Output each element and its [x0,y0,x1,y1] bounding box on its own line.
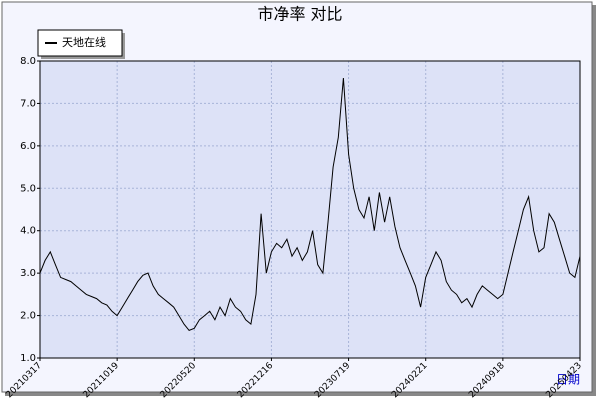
y-tick-label: 3.0 [20,268,36,279]
y-tick-label: 1.0 [20,353,36,364]
y-tick-label: 5.0 [20,183,36,194]
y-tick-label: 4.0 [20,226,36,237]
y-tick-label: 8.0 [20,56,36,67]
y-tick-label: 2.0 [20,311,36,322]
x-axis-label: 日期 [556,373,580,387]
y-tick-label: 6.0 [20,141,36,152]
y-tick-label: 7.0 [20,98,36,109]
plot-area [40,61,580,358]
plot-border [39,60,581,359]
grid [39,60,581,359]
data-line [39,77,581,332]
legend-label: 天地在线 [62,35,106,49]
chart-title: 市净率 对比 [257,5,342,24]
